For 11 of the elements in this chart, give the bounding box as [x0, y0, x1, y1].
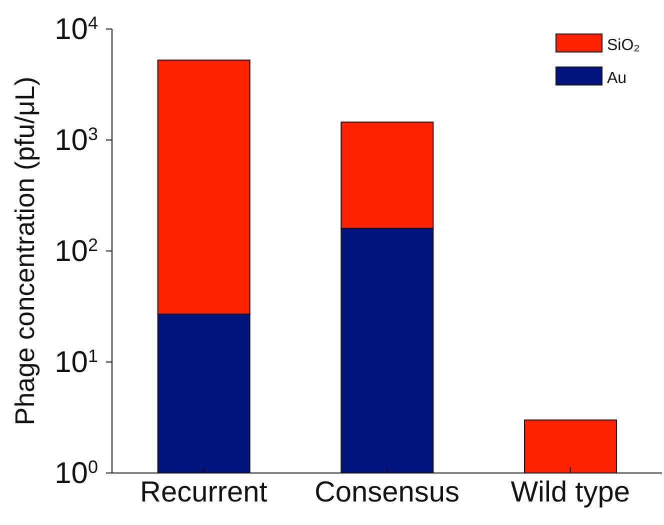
x-tick-label: Wild type — [510, 476, 630, 509]
y-tick-label: 10$^{1}$ — [54, 346, 98, 379]
y-tick-label: 10$^{2}$ — [54, 235, 98, 268]
y-tick-label: 10$^{0}$ — [54, 457, 98, 490]
y-axis-title: Phage concentration (pfu/μL) — [10, 76, 40, 426]
y-tick-label: 10$^{3}$ — [54, 124, 98, 157]
x-tick-label: Recurrent — [140, 476, 268, 509]
x-tick-label: Consensus — [314, 476, 460, 509]
legend-label: SiO₂ — [607, 37, 640, 54]
y-tick-label: 10$^{4}$ — [54, 13, 98, 46]
legend-label: Au — [607, 70, 627, 87]
